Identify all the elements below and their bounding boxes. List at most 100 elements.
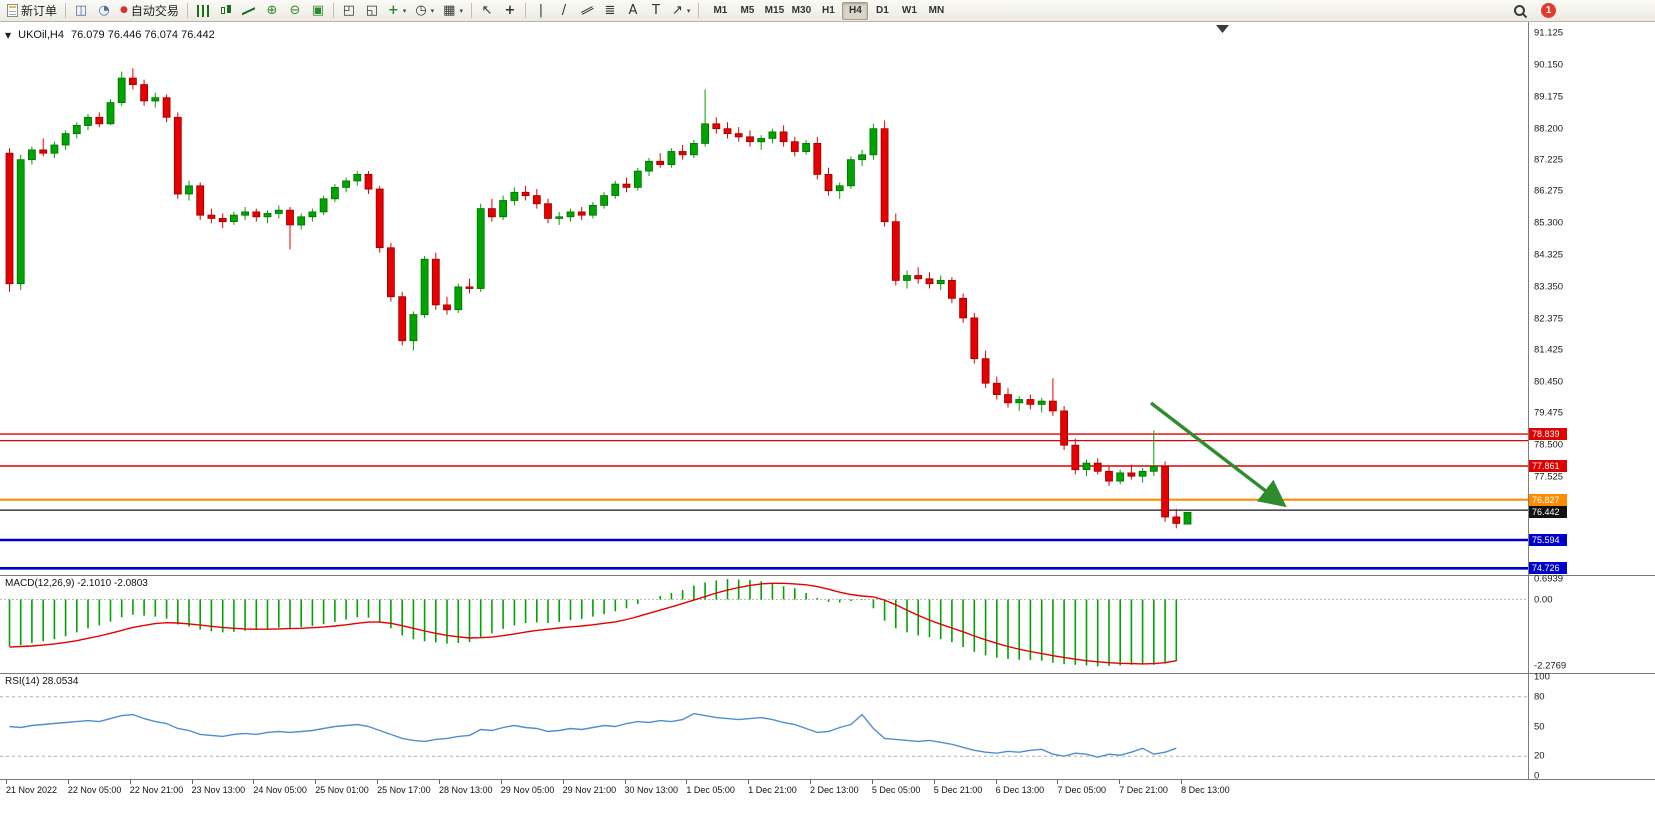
chevron-down-icon: ▾ [402,6,407,15]
time-axis-label: 1 Dec 21:00 [748,785,797,795]
templates-button[interactable]: ▦ ▾ [439,1,467,21]
price-axis-label: 91.125 [1534,27,1564,39]
new-order-icon [7,4,18,17]
indicator-window-button[interactable]: ▣ [307,1,329,21]
price-axis-label: 89.175 [1534,91,1564,103]
search-button[interactable] [1509,1,1531,21]
bar-chart-button[interactable] [192,1,214,21]
notification-badge[interactable]: 1 [1541,3,1556,18]
rsi-label: RSI(14) 28.0534 [5,676,79,687]
profiles-icon: ◔ [98,3,110,18]
auto-trading-button[interactable]: ● 自动交易 [116,1,183,21]
timeframe-d1-button[interactable]: D1 [869,2,895,20]
time-axis-tick [500,780,502,784]
time-axis-label: 24 Nov 05:00 [253,785,307,795]
rsi-plot[interactable] [0,674,1528,779]
time-axis-label: 5 Dec 05:00 [871,785,921,795]
price-tag: 75.594 [1529,533,1567,546]
time-axis-label: 28 Nov 13:00 [438,785,493,795]
one-click-trading-toggle[interactable]: ▼ [5,30,12,40]
vertical-line-button[interactable]: | [530,1,552,21]
text-label-button[interactable]: T [645,1,667,21]
timeframe-mn-button[interactable]: MN [923,2,949,20]
arrows-tool-icon: ↗ [671,3,683,18]
zoom-in-button[interactable]: ⊕ [261,1,283,21]
time-axis-label: 29 Nov 05:00 [500,785,555,795]
price-axis-label: 85.300 [1534,217,1564,229]
timeframe-m15-button[interactable]: M15 [761,2,787,20]
time-axis[interactable]: 21 Nov 2022 22 Nov 05:00 22 Nov 21:00 23 No… [0,779,1655,797]
price-axis-label: 79.475 [1534,407,1564,419]
toolbar-separator [186,3,188,18]
time-axis-label: 7 Dec 05:00 [1057,785,1106,795]
text-tool-icon: A [628,3,638,18]
new-order-button[interactable]: 新订单 [3,1,61,21]
time-axis-label: 23 Nov 13:00 [191,785,246,795]
timeframe-h1-button[interactable]: H1 [815,2,841,20]
periods-button[interactable]: ◷ ▾ [411,1,438,21]
price-axis-label: 83.350 [1534,281,1564,293]
time-axis-label: 25 Nov 01:00 [315,785,369,795]
channel-button[interactable]: ∥ [576,1,598,21]
rsi-panel: 100 80 50 20 0 RSI(14) 28.0534 [0,672,1655,782]
rsi-axis-label: 50 [1534,721,1545,732]
zoom-out-button[interactable]: ⊖ [284,1,306,21]
timeframe-m30-button[interactable]: M30 [788,2,814,20]
chart-shift-marker[interactable] [1216,25,1229,33]
price-axis-label: 87.225 [1534,154,1564,166]
price-axis[interactable]: 91.125 90.150 89.175 88.200 87.225 86.275 85.3… [1528,22,1655,575]
cursor-button[interactable]: ↖ [476,1,498,21]
time-axis-tick [6,780,7,784]
time-axis-tick [253,780,255,784]
timeframe-m5-button[interactable]: M5 [734,2,760,20]
toolbar-separator [524,3,526,18]
candlestick-chart-button[interactable] [215,1,237,21]
time-axis-tick [933,780,935,784]
indicators-button[interactable]: + ▾ [384,1,410,21]
crosshair-button[interactable]: + [499,1,521,21]
timeframe-m1-button[interactable]: M1 [707,2,733,20]
timeframe-h4-button[interactable]: H4 [842,1,869,20]
price-axis-label: 80.450 [1534,376,1564,388]
price-chart-plot[interactable] [0,22,1528,575]
arrows-button[interactable]: ↗ ▾ [668,1,694,21]
price-axis-label: 88.200 [1534,123,1564,135]
charts-window-button[interactable]: ◫ [70,1,92,21]
tile-windows-icon: ◰ [342,3,356,18]
time-axis-label: 5 Dec 21:00 [933,785,983,795]
macd-plot[interactable] [0,576,1528,673]
timeframe-w1-button[interactable]: W1 [896,2,922,20]
toolbar-separator [65,3,67,18]
price-axis-label: 82.375 [1534,313,1564,325]
channel-icon: ∥ [578,4,596,17]
price-tag: 74.726 [1529,562,1567,575]
indicator-window-icon: ▣ [311,3,325,18]
new-order-label: 新订单 [21,4,58,18]
time-axis-tick [810,780,812,784]
rsi-axis[interactable]: 100 80 50 20 0 [1528,672,1655,782]
time-axis-label: 21 Nov 2022 [6,785,58,795]
time-axis-tick [129,780,131,784]
fibonacci-button[interactable]: ≣ [599,1,621,21]
rsi-axis-label: 20 [1534,750,1545,762]
time-axis-label: 1 Dec 05:00 [686,785,735,795]
time-axis-tick [1057,780,1059,784]
toolbar-separator [698,3,700,18]
price-axis-label: 84.325 [1534,249,1564,261]
trendline-button[interactable]: / [553,1,575,21]
price-tag: 77.861 [1529,459,1567,472]
candles-layer [5,68,1192,529]
cascade-windows-button[interactable]: ◱ [361,1,383,21]
text-button[interactable]: A [622,1,644,21]
profiles-button[interactable]: ◔ [93,1,115,21]
timeframe-toolbar: M1 M5 M15 M30 H1 H4 D1 W1 MN [707,1,949,20]
line-chart-button[interactable] [238,1,260,21]
macd-axis[interactable]: 0.6939 0.00 -2.2769 [1528,573,1655,673]
macd-axis-label: 0.6939 [1534,573,1564,585]
zoom-out-icon: ⊖ [289,3,301,18]
candlestick-chart-icon [219,4,232,17]
horizontal-levels[interactable] [0,433,1528,570]
zoom-in-icon: ⊕ [266,3,278,18]
tile-windows-button[interactable]: ◰ [338,1,360,21]
trend-arrow[interactable] [1149,401,1287,508]
